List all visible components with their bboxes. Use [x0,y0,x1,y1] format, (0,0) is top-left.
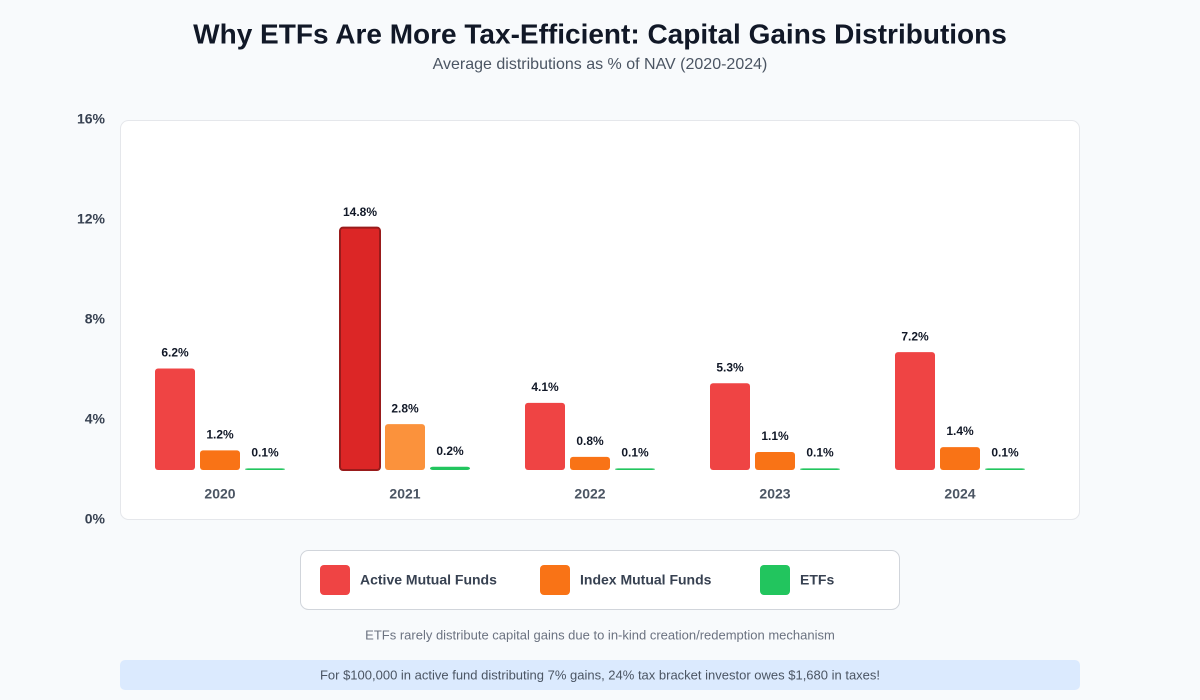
legend [300,550,900,610]
callout-box [120,660,1080,690]
y-tick-label: 4% [85,411,106,427]
value-label: 0.2% [436,444,464,458]
bar [710,383,750,470]
legend-swatch [320,565,350,595]
x-tick-label: 2020 [204,486,235,502]
value-label: 2.8% [391,401,419,415]
bar [755,451,795,470]
legend-label: Index Mutual Funds [580,572,712,588]
bar [385,424,425,470]
x-tick-label: 2023 [759,486,790,502]
bar [940,447,980,470]
value-label: 1.4% [946,424,974,438]
y-tick-label: 16% [77,111,106,127]
bar [615,468,655,470]
bar [430,466,470,470]
bar [800,468,840,470]
x-tick-label: 2024 [944,486,975,502]
value-label: 6.2% [161,346,189,360]
legend-swatch [760,565,790,595]
chart-subtitle: Average distributions as % of NAV (2020-… [433,56,768,73]
value-label: 14.8% [343,205,377,219]
legend-label: ETFs [800,572,834,588]
value-label: 1.2% [206,428,234,442]
legend-label: Active Mutual Funds [360,572,497,588]
value-label: 0.1% [251,446,279,460]
value-label: 0.8% [576,434,604,448]
bar [985,468,1025,470]
x-tick-label: 2021 [389,486,420,502]
bar [895,352,935,470]
bar [155,368,195,470]
y-tick-label: 0% [85,511,106,527]
value-label: 4.1% [531,380,559,394]
y-tick-label: 8% [85,311,106,327]
bar [245,468,285,470]
y-tick-label: 12% [77,211,106,227]
chart-title: Why ETFs Are More Tax-Efficient: Capital… [193,18,1007,49]
legend-swatch [540,565,570,595]
bar [339,226,381,471]
bar [570,456,610,470]
value-label: 0.1% [806,446,834,460]
value-label: 5.3% [716,360,744,374]
footnote: ETFs rarely distribute capital gains due… [365,627,835,642]
value-label: 0.1% [621,446,649,460]
callout: For $100,000 in active fund distributing… [320,667,880,682]
value-label: 7.2% [901,329,929,343]
value-label: 0.1% [991,446,1019,460]
bar [525,402,565,470]
bar [200,450,240,470]
x-tick-label: 2022 [574,486,605,502]
value-label: 1.1% [761,429,789,443]
